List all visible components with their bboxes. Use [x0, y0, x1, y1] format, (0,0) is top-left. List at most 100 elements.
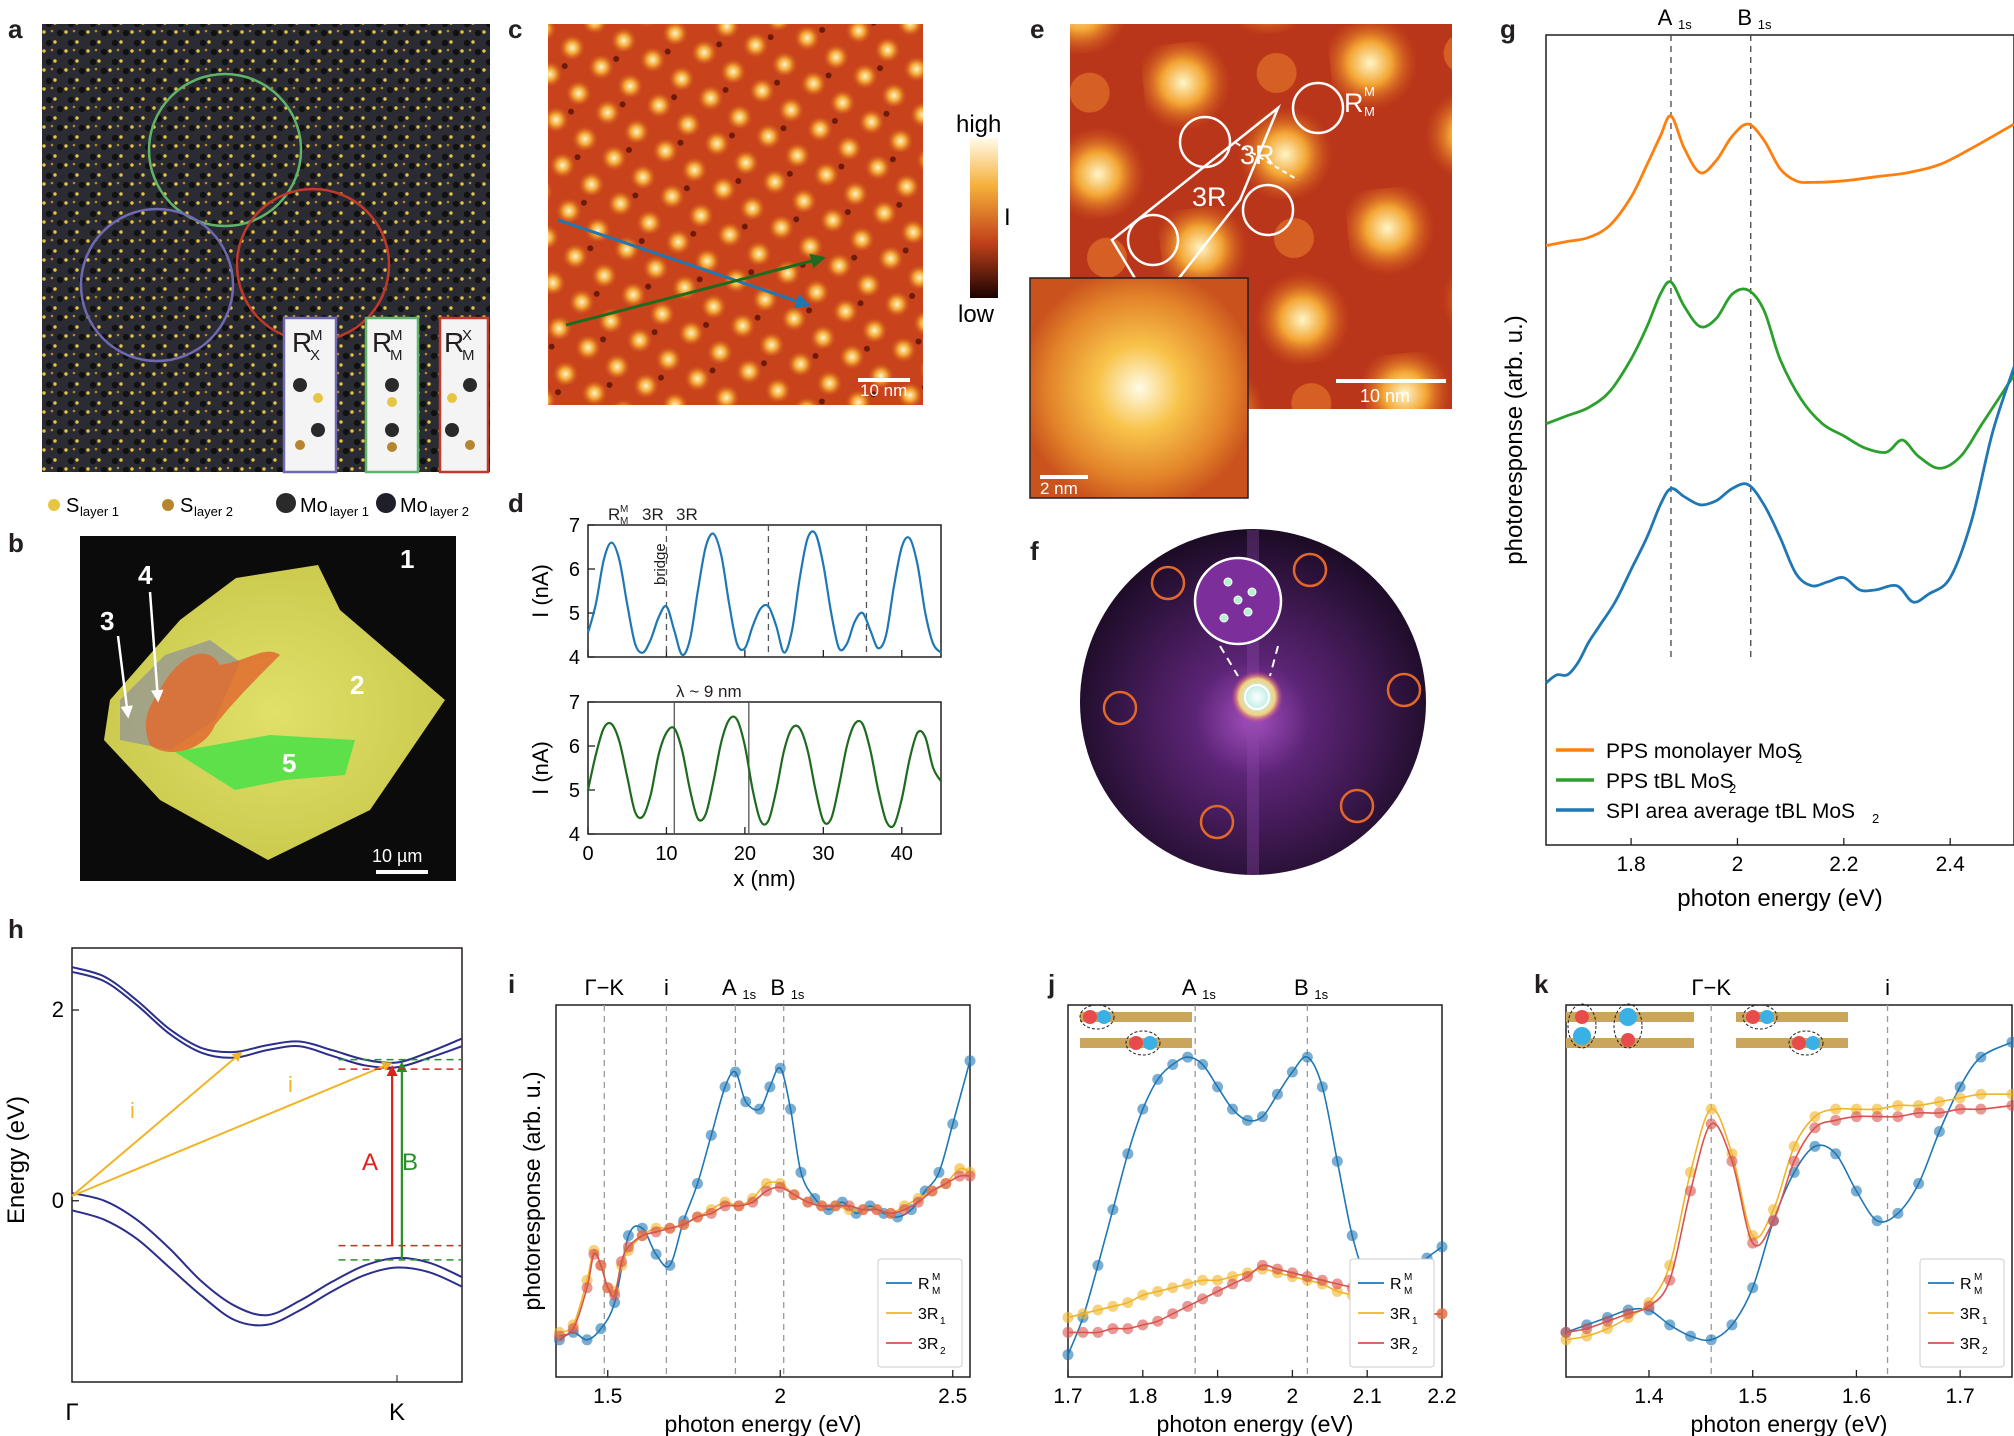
data-point [1167, 1308, 1179, 1320]
x-tick-label: 10 [655, 843, 677, 865]
data-point [947, 1118, 959, 1130]
scalebar-label: 10 nm [1360, 386, 1410, 406]
x-tick-label: 1.9 [1203, 1385, 1232, 1408]
data-point [1560, 1326, 1572, 1338]
legend-sup: M [1404, 1272, 1412, 1283]
data-point [1809, 1140, 1821, 1152]
data-point [1830, 1148, 1842, 1160]
inset-label-sup: X [462, 327, 472, 344]
data-point [1062, 1349, 1074, 1361]
panel-letter-b: b [8, 528, 24, 558]
data-point [1346, 1230, 1358, 1242]
x-tick-label: 2.1 [1353, 1385, 1382, 1408]
data-point [650, 1248, 662, 1260]
rmm-annotation: R [608, 505, 620, 524]
data-point [602, 1282, 614, 1294]
data-point [954, 1170, 966, 1182]
data-point [940, 1178, 952, 1190]
data-point [1271, 1263, 1283, 1275]
rmm-annotation-sub: M [620, 516, 628, 527]
panel-c: 10 nm high I low [548, 24, 1011, 405]
data-point [1436, 1308, 1448, 1320]
spectrum-line [1545, 366, 2014, 685]
panel-letter-a: a [8, 14, 23, 44]
x-tick-label: 2 [774, 1385, 786, 1408]
legend-sup: M [1974, 1272, 1982, 1283]
profile-line [586, 715, 942, 829]
legend-label: PPS tBL MoS [1606, 770, 1734, 793]
stacking-inset-rmm: R M M [364, 316, 420, 474]
data-point [1137, 1103, 1149, 1115]
profile-chart-bottom: 0 10 20 30 40 4 5 6 7 I (nA) x (nm) [528, 692, 942, 891]
data-point [609, 1289, 621, 1301]
y-tick-label: 6 [569, 559, 580, 581]
panel-letter-c: c [508, 14, 522, 44]
panel-letter-e: e [1030, 14, 1044, 44]
fft-peak [1386, 672, 1422, 708]
reference-line-label: Γ−K [1691, 975, 1731, 1000]
data-point [1122, 1297, 1134, 1309]
dashed-bond [1235, 142, 1299, 181]
y-tick-label: 4 [569, 824, 580, 846]
data-point [1242, 1114, 1254, 1126]
reference-line-sublabel: 1s [1314, 987, 1328, 1002]
data-point [1242, 1271, 1254, 1283]
data-point [1182, 1278, 1194, 1290]
data-point [898, 1204, 910, 1216]
legend-label: PPS monolayer MoS [1606, 740, 1801, 763]
data-point [885, 1207, 897, 1219]
x-tick-label: 1.8 [1616, 853, 1645, 876]
data-point [1152, 1285, 1164, 1297]
bridge-annotation: bridge [652, 543, 669, 585]
data-point [1871, 1215, 1883, 1227]
transition-label: B [402, 1149, 418, 1176]
x-tick-label: 2.4 [1936, 853, 1966, 876]
legend-label: R [1960, 1276, 1972, 1293]
y-axis-label: Energy (eV) [3, 1096, 30, 1224]
panel-f [1080, 529, 1426, 875]
data-point [1137, 1289, 1149, 1301]
band-line [71, 1192, 463, 1317]
data-point [1726, 1319, 1738, 1331]
fft-peak [1339, 788, 1375, 824]
data-point [1643, 1300, 1655, 1312]
data-point [1197, 1274, 1209, 1286]
legend-label: 3R [918, 1306, 938, 1323]
data-point [567, 1323, 579, 1335]
data-point [1705, 1334, 1717, 1346]
inset-label-sub: M [390, 347, 403, 364]
panel-letter-i: i [508, 969, 515, 999]
x-tick-label: 2.2 [1427, 1385, 1456, 1408]
plot-frame [1545, 34, 2014, 846]
band-line [71, 1209, 463, 1327]
data-point [691, 1211, 703, 1223]
data-point [1850, 1185, 1862, 1197]
y-tick-label: 0 [52, 1188, 64, 1213]
data-point [964, 1055, 976, 1067]
3r-label: 3R [1240, 140, 1275, 170]
legend-label: 3R [1960, 1306, 1980, 1323]
data-point [719, 1081, 731, 1093]
fft-peak [1150, 565, 1186, 601]
data-point [1747, 1237, 1759, 1249]
legend-sublabel: 2 [1795, 751, 1802, 766]
data-point [678, 1218, 690, 1230]
data-point [729, 1066, 741, 1078]
inset-scalebar-label: 2 nm [1040, 479, 1078, 498]
legend-label: 3R [918, 1336, 938, 1353]
y-tick-label: 2 [52, 997, 64, 1022]
legend-sub: M [932, 1286, 940, 1297]
data-point [622, 1230, 634, 1242]
y-tick-label: 4 [569, 647, 580, 669]
inset-label-main: R [372, 327, 392, 358]
data-point [760, 1185, 772, 1197]
3r-annotation: 3R [642, 505, 664, 524]
x-tick-label: 1.7 [1053, 1385, 1082, 1408]
data-point [1684, 1166, 1696, 1178]
data-point [1788, 1140, 1800, 1152]
region-label-5: 5 [282, 748, 296, 778]
region-label-4: 4 [138, 560, 153, 590]
transition-label: i [130, 1098, 135, 1123]
data-point [1122, 1148, 1134, 1160]
